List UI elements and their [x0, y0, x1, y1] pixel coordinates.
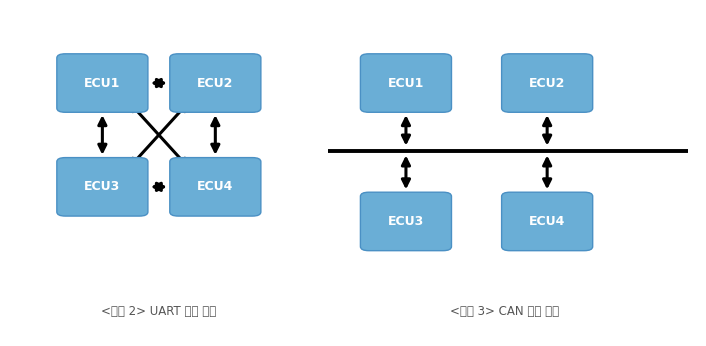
FancyBboxPatch shape	[501, 54, 593, 112]
Text: ECU3: ECU3	[84, 180, 121, 193]
Text: <그림 2> UART 통신 방법: <그림 2> UART 통신 방법	[101, 305, 217, 318]
FancyBboxPatch shape	[170, 54, 261, 112]
Text: ECU4: ECU4	[197, 180, 234, 193]
Text: ECU1: ECU1	[84, 76, 121, 90]
FancyBboxPatch shape	[360, 192, 452, 251]
FancyBboxPatch shape	[170, 158, 261, 216]
Text: ECU3: ECU3	[388, 215, 424, 228]
Text: <그림 3> CAN 통신 방법: <그림 3> CAN 통신 방법	[450, 305, 559, 318]
Text: ECU2: ECU2	[197, 76, 234, 90]
Text: ECU4: ECU4	[529, 215, 566, 228]
FancyBboxPatch shape	[501, 192, 593, 251]
Text: ECU1: ECU1	[388, 76, 424, 90]
Text: ECU2: ECU2	[529, 76, 566, 90]
FancyBboxPatch shape	[56, 158, 148, 216]
FancyBboxPatch shape	[56, 54, 148, 112]
FancyBboxPatch shape	[360, 54, 452, 112]
